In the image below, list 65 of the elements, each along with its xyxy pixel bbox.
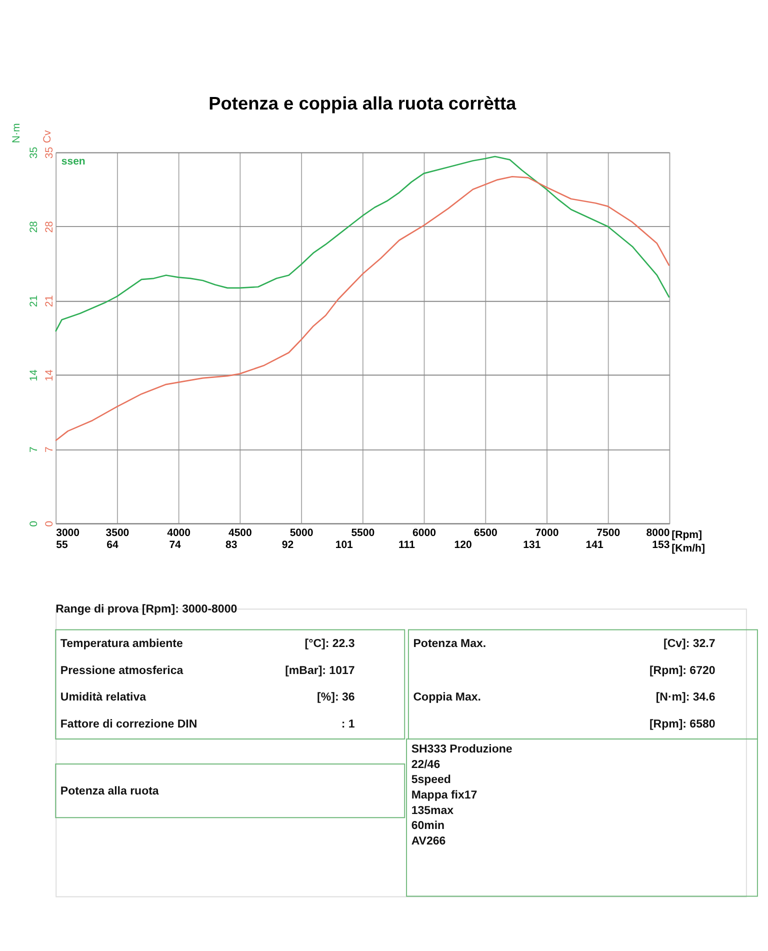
x2-tick-label: 141 [586, 538, 604, 551]
text: Umidità relativa [60, 692, 147, 704]
x-tick-label: 3500 [106, 527, 130, 540]
y-tick-label: 7 [28, 446, 40, 452]
text: [mBar]: 1017 [285, 664, 355, 677]
x-tick-label: 6500 [474, 527, 498, 540]
x-tick-label: 3000 [56, 527, 80, 540]
x2-tick-label: 101 [335, 538, 354, 551]
text: SH333 Produzione [411, 743, 512, 756]
x-tick-label: 5000 [290, 527, 314, 540]
y-tick-label: 28 [28, 220, 40, 233]
text: Temperatura ambiente [60, 638, 183, 650]
x2-tick-label: 153 [652, 538, 670, 551]
text: [Cv]: 32.7 [663, 638, 716, 650]
x-tick-label: 5500 [351, 527, 375, 540]
x-tick-label: 4500 [228, 527, 252, 540]
text: Mappa fix17 [411, 789, 478, 802]
text: Coppia Max. [413, 692, 481, 704]
y2-tick-label: 7 [43, 446, 56, 452]
x-tick-label: 7000 [535, 527, 559, 540]
y2-tick-label: 35 [43, 146, 56, 159]
y2-tick-label: 21 [43, 295, 56, 308]
text: Fattore di correzione DIN [60, 718, 198, 731]
text: [Rpm]: 6720 [649, 664, 716, 677]
text: [Rpm]: 6580 [649, 718, 716, 731]
y2-axis-title: Cv [41, 130, 54, 144]
x-tick-label: 4000 [167, 527, 191, 540]
y2-tick-label: 28 [43, 220, 56, 233]
text: Range di prova [Rpm]: 3000-8000 [56, 603, 238, 616]
x2-tick-label: 64 [106, 538, 118, 551]
text: ssen [61, 156, 86, 168]
x2-tick-label: 55 [56, 538, 68, 551]
y2-tick-label: 14 [43, 369, 56, 382]
x-tick-label: 8000 [646, 527, 670, 540]
x2-tick-label: 74 [169, 538, 182, 551]
text: Pressione atmosferica [60, 664, 184, 677]
x-tick-label: 6000 [412, 527, 436, 540]
text: Potenza Max. [413, 638, 486, 650]
chart-title: Potenza e coppia alla ruota corrètta [208, 93, 518, 114]
x2-tick-label: 92 [282, 538, 294, 551]
text: Potenza alla ruota [60, 786, 160, 798]
y-tick-label: 21 [28, 295, 40, 308]
line-series [54, 156, 670, 332]
x-tick-label: 7500 [596, 527, 620, 540]
text: 22/46 [411, 758, 440, 771]
text: [N·m]: 34.6 [656, 692, 716, 704]
text: 60min [411, 820, 445, 832]
line-series [54, 176, 670, 442]
y-tick-label: 14 [28, 369, 40, 382]
text: AV266 [411, 836, 446, 848]
y-tick-label: 0 [28, 520, 40, 527]
y2-tick-label: 0 [43, 520, 56, 527]
text: [°C]: 22.3 [304, 638, 355, 650]
y-tick-label: 35 [28, 146, 40, 159]
x2-tick-label: 120 [454, 538, 472, 551]
text: [%]: 36 [317, 692, 355, 704]
x2-axis-title: [Km/h] [672, 542, 705, 555]
x-axis-title: [Rpm] [672, 529, 702, 542]
y-axis-title: N·m [10, 123, 23, 144]
x2-tick-label: 111 [398, 538, 416, 551]
text: 5speed [411, 774, 451, 786]
x2-tick-label: 131 [523, 538, 541, 551]
x2-tick-label: 83 [226, 538, 238, 551]
text: 135max [411, 804, 454, 817]
text: : 1 [341, 718, 356, 731]
